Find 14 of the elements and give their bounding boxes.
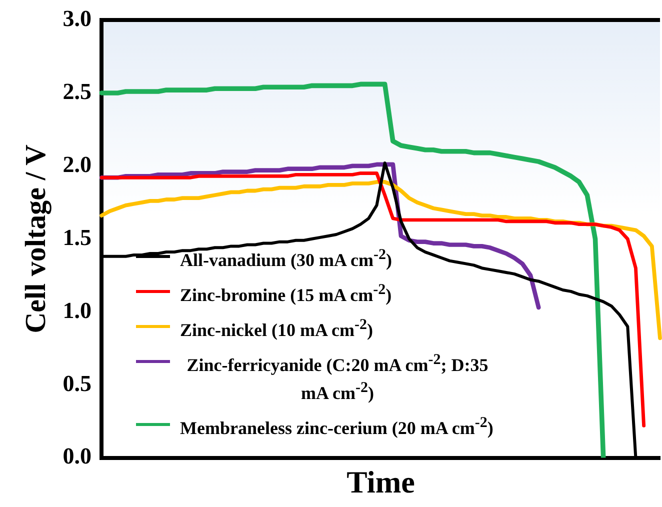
legend-label: Membraneless zinc-cerium (20 mA cm$^{-2}$) (180, 414, 494, 440)
text: Zinc-ferricyanide (C:20 mA cm$^{-2}$; D:35 mA cm$^{-2}$) (186, 352, 488, 403)
y-tick-label: 1.0 (62, 298, 92, 323)
y-tick-label: 0.0 (62, 444, 92, 469)
y-tick-label: 2.0 (62, 152, 92, 177)
legend-label: All-vanadium (30 mA cm$^{-2}$) (180, 246, 392, 272)
y-tick-label: 1.5 (62, 224, 92, 250)
legend-label: Zinc-nickel (10 mA cm$^{-2}$) (180, 316, 373, 342)
x-axis-title: Time (346, 464, 415, 500)
y-axis-title: Cell voltage / V (20, 144, 52, 334)
y-tick-label: 2.5 (62, 78, 92, 104)
y-tick-label: 3.0 (62, 6, 92, 31)
legend-label: Zinc-bromine (15 mA cm$^{-2}$) (180, 281, 392, 307)
y-tick-label: 0.5 (62, 370, 92, 396)
